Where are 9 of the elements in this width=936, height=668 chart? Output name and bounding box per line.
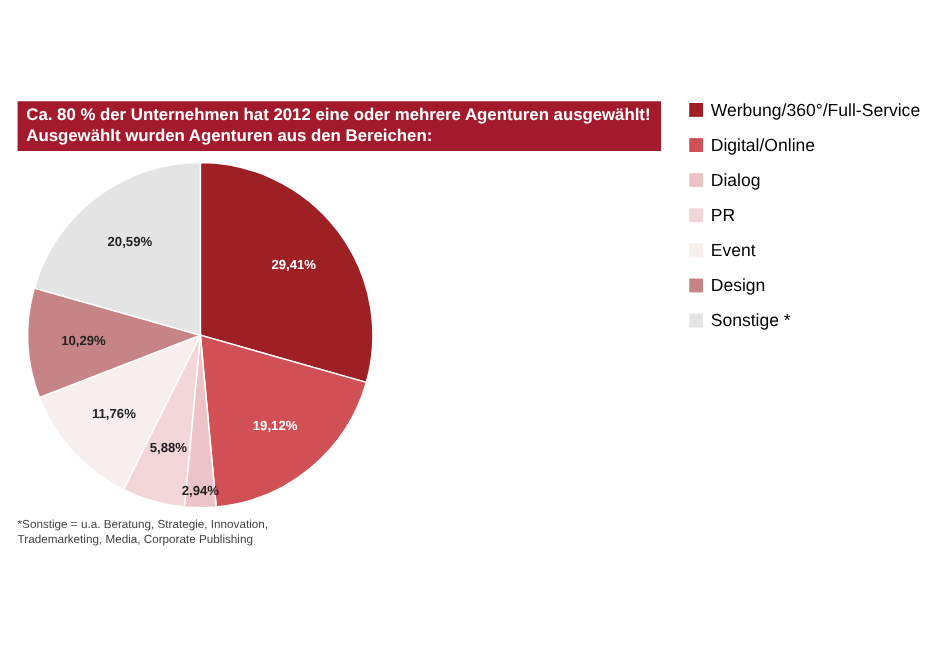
legend-label: Design [710,275,766,296]
text: Ausgewählt wurden Agenturen aus den Bereichen: [26,124,433,145]
legend-label: Event [710,240,757,261]
legend-label: Werbung/360°/Full-Service [710,99,921,120]
legend-label: Digital/Online [710,134,816,155]
legend-label: PR [710,205,736,226]
legend-label: Sonstige * [710,310,792,331]
chart-title: Ca. 80 % der Unternehmen hat 2012 eine oder mehrere Agenturen ausgewählt! [26,104,651,125]
legend-label: Dialog [710,169,761,190]
